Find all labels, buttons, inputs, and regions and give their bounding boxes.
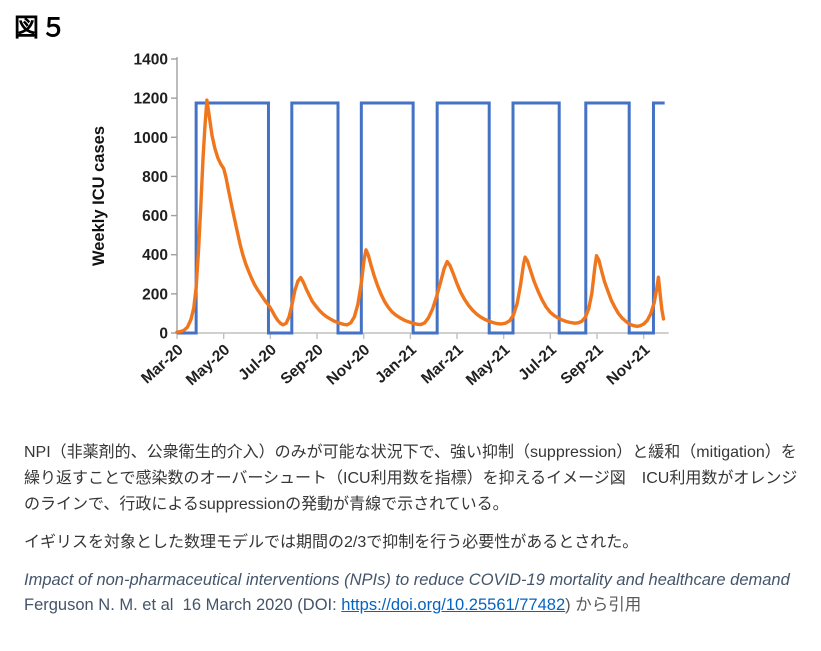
x-tick-label: Jul-21 [515, 341, 560, 384]
x-tick-label: Jan-21 [372, 341, 420, 387]
citation: Impact of non-pharmaceutical interventio… [24, 568, 808, 618]
y-tick-label: 1200 [134, 91, 168, 108]
citation-doi-link[interactable]: https://doi.org/10.25561/77482 [341, 596, 566, 614]
citation-paper-title: Impact of non-pharmaceutical interventio… [24, 571, 790, 589]
x-tick-label: May-20 [183, 341, 233, 389]
y-tick-label: 200 [142, 286, 168, 303]
suppression-series-line [177, 101, 665, 335]
icu-series-line [175, 98, 666, 334]
model-note: イギリスを対象とした数理モデルでは期間の2/3で抑制を行う必要性があるとされた。 [24, 534, 639, 551]
citation-authors-date: Ferguson N. M. et al 16 March 2020 (DOI: [24, 571, 807, 614]
x-tick-label: Nov-21 [604, 341, 654, 388]
x-tick-label: Sep-21 [558, 341, 607, 388]
y-axis-title: Weekly ICU cases [90, 126, 108, 266]
icu-chart-figure: 0 200 400 600 800 1000 1200 1400 Mar-20 May-20 Jul… [90, 52, 669, 389]
figure-caption-block: NPI（非薬剤的、公衆衛生的介入）のみが可能な状況下で、強い抑制（suppres… [24, 440, 808, 630]
x-tick-label: Mar-20 [138, 341, 187, 387]
y-tick-label: 800 [142, 169, 168, 186]
figure-description: NPI（非薬剤的、公衆衛生的介入）のみが可能な状況下で、強い抑制（suppres… [24, 444, 798, 513]
x-tick-label: Nov-20 [324, 341, 374, 388]
x-tick-label: Sep-20 [278, 341, 327, 388]
y-tick-label: 1400 [134, 52, 168, 69]
x-tick-label: May-21 [463, 341, 514, 389]
citation-suffix: ) から引用 [565, 596, 642, 614]
x-tick-label: Mar-21 [418, 341, 467, 387]
x-tick-label: Jul-20 [235, 341, 280, 384]
y-tick-label: 600 [142, 208, 168, 225]
y-tick-label: 400 [142, 247, 168, 264]
y-tick-label: 1000 [134, 130, 168, 147]
y-tick-label: 0 [159, 326, 168, 343]
figure-label: 図５ [14, 14, 69, 42]
